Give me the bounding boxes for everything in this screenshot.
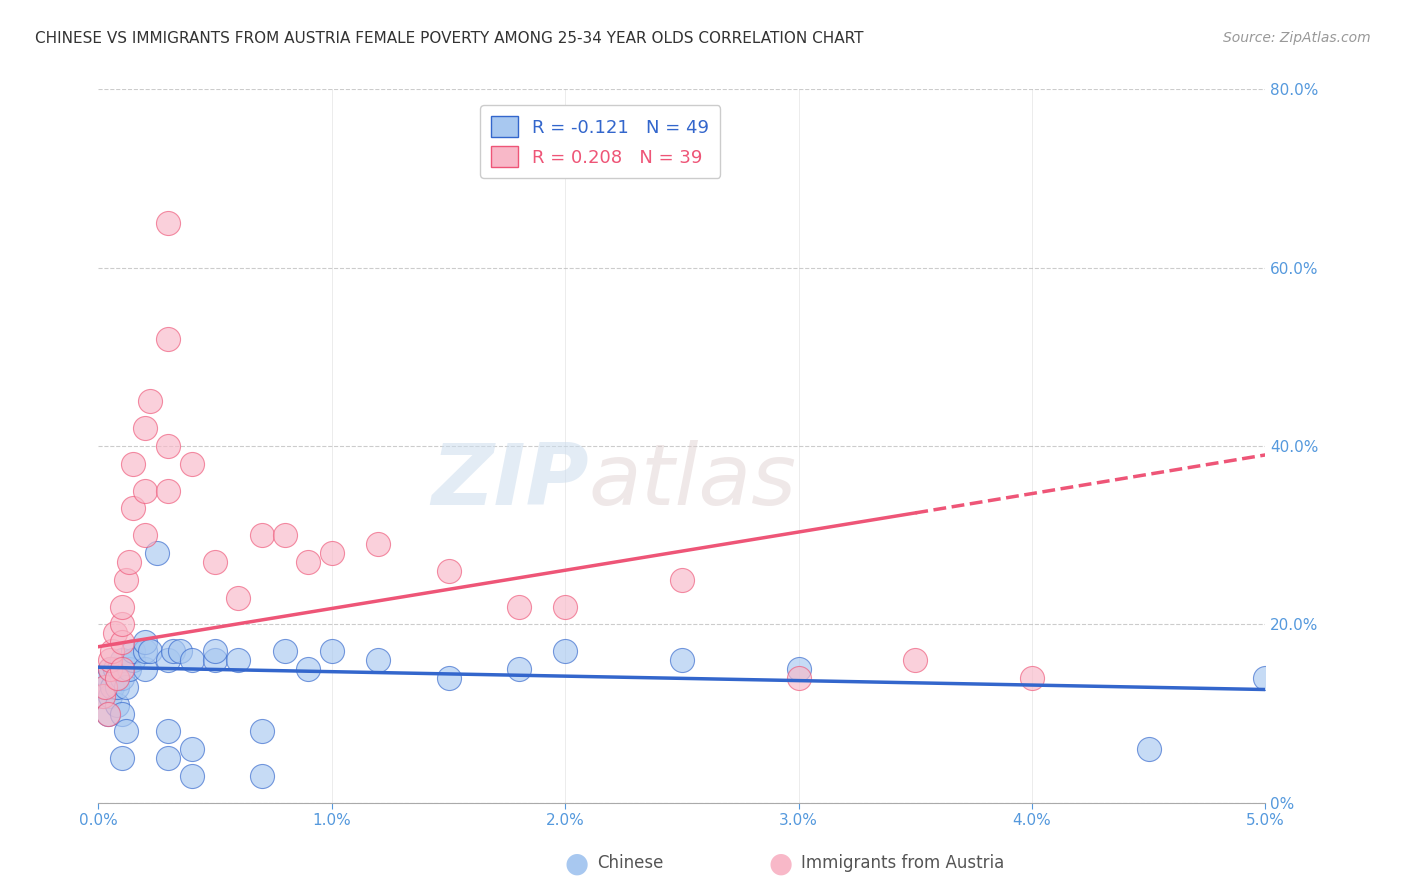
Point [157, 751, 180, 765]
Point [134, 528, 156, 542]
Point [321, 546, 343, 560]
Point [204, 644, 226, 658]
Point [98, 689, 121, 703]
Point [157, 332, 180, 346]
Point [111, 617, 134, 632]
Point [321, 644, 343, 658]
Point [250, 769, 273, 783]
Point [105, 680, 128, 694]
Point [204, 653, 226, 667]
Point [111, 662, 134, 676]
Text: CHINESE VS IMMIGRANTS FROM AUSTRIA FEMALE POVERTY AMONG 25-34 YEAR OLDS CORRELAT: CHINESE VS IMMIGRANTS FROM AUSTRIA FEMAL… [35, 31, 863, 46]
Point [508, 662, 530, 676]
Point [180, 653, 202, 667]
Text: Chinese: Chinese [598, 855, 664, 872]
Point [111, 599, 134, 614]
Text: Immigrants from Austria: Immigrants from Austria [801, 855, 1005, 872]
Point [101, 680, 124, 694]
Point [787, 671, 810, 685]
Point [1021, 671, 1043, 685]
Point [204, 555, 226, 569]
Point [157, 439, 180, 453]
Point [787, 662, 810, 676]
Point [111, 671, 134, 685]
Text: ZIP: ZIP [430, 440, 589, 524]
Point [250, 528, 273, 542]
Text: ●: ● [768, 849, 793, 878]
Point [118, 555, 141, 569]
Point [162, 644, 184, 658]
Point [94, 680, 117, 694]
Point [111, 635, 134, 649]
Point [98, 662, 121, 676]
Point [437, 564, 460, 578]
Point [228, 653, 250, 667]
Point [274, 528, 297, 542]
Point [274, 644, 297, 658]
Point [98, 653, 121, 667]
Point [180, 742, 202, 756]
Point [157, 724, 180, 739]
Point [104, 662, 127, 676]
Point [91, 689, 114, 703]
Point [104, 626, 127, 640]
Text: Source: ZipAtlas.com: Source: ZipAtlas.com [1223, 31, 1371, 45]
Point [111, 751, 134, 765]
Point [115, 573, 138, 587]
Point [122, 501, 145, 516]
Point [671, 653, 693, 667]
Legend: R = -0.121   N = 49, R = 0.208   N = 39: R = -0.121 N = 49, R = 0.208 N = 39 [479, 105, 720, 178]
Point [134, 635, 156, 649]
Point [134, 483, 156, 498]
Point [250, 724, 273, 739]
Point [115, 680, 138, 694]
Point [98, 662, 121, 676]
Point [180, 457, 202, 471]
Point [904, 653, 927, 667]
Point [437, 671, 460, 685]
Point [157, 216, 180, 230]
Point [134, 421, 156, 435]
Point [157, 653, 180, 667]
Point [97, 671, 120, 685]
Point [139, 644, 162, 658]
Point [554, 599, 576, 614]
Point [134, 662, 156, 676]
Point [228, 591, 250, 605]
Point [367, 653, 389, 667]
Point [105, 671, 128, 685]
Point [180, 769, 202, 783]
Point [146, 546, 169, 560]
Point [367, 537, 389, 551]
Point [115, 724, 138, 739]
Point [122, 457, 145, 471]
Point [111, 653, 134, 667]
Point [97, 706, 120, 721]
Point [105, 698, 128, 712]
Point [118, 662, 141, 676]
Point [297, 662, 319, 676]
Point [157, 483, 180, 498]
Point [139, 394, 162, 409]
Text: ●: ● [564, 849, 589, 878]
Point [169, 644, 191, 658]
Point [134, 644, 156, 658]
Point [1254, 671, 1277, 685]
Point [1137, 742, 1160, 756]
Point [122, 653, 145, 667]
Point [671, 573, 693, 587]
Point [108, 662, 131, 676]
Point [97, 706, 120, 721]
Point [122, 644, 145, 658]
Point [554, 644, 576, 658]
Point [91, 689, 114, 703]
Point [101, 644, 124, 658]
Point [297, 555, 319, 569]
Text: atlas: atlas [589, 440, 797, 524]
Point [111, 706, 134, 721]
Point [508, 599, 530, 614]
Point [94, 680, 117, 694]
